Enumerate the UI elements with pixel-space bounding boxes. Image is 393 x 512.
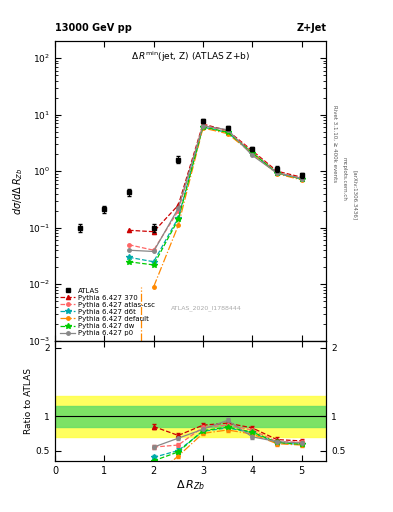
- Pythia 6.427 atlas-csc: [299, 175, 304, 181]
- Line: Pythia 6.427 370: Pythia 6.427 370: [127, 122, 304, 234]
- X-axis label: $\Delta\,R_{Zb}$: $\Delta\,R_{Zb}$: [176, 478, 205, 492]
- Pythia 6.427 d6t: [151, 259, 156, 265]
- Pythia 6.427 d6t: [225, 130, 230, 136]
- Pythia 6.427 default: [151, 284, 156, 290]
- Pythia 6.427 atlas-csc: [225, 129, 230, 135]
- Pythia 6.427 default: [250, 151, 255, 157]
- Legend: ATLAS, Pythia 6.427 370, Pythia 6.427 atlas-csc, Pythia 6.427 d6t, Pythia 6.427 : ATLAS, Pythia 6.427 370, Pythia 6.427 at…: [59, 286, 156, 337]
- Line: Pythia 6.427 d6t: Pythia 6.427 d6t: [126, 124, 304, 265]
- Line: Pythia 6.427 p0: Pythia 6.427 p0: [127, 124, 303, 253]
- Pythia 6.427 default: [225, 131, 230, 137]
- Pythia 6.427 dw: [299, 176, 304, 182]
- Pythia 6.427 370: [299, 174, 304, 180]
- Pythia 6.427 370: [151, 229, 156, 235]
- Pythia 6.427 d6t: [200, 124, 205, 130]
- Pythia 6.427 atlas-csc: [200, 122, 205, 128]
- Pythia 6.427 dw: [200, 123, 205, 130]
- Pythia 6.427 d6t: [176, 215, 181, 221]
- Pythia 6.427 atlas-csc: [176, 207, 181, 214]
- Pythia 6.427 p0: [127, 247, 131, 253]
- Pythia 6.427 d6t: [275, 170, 279, 176]
- Pythia 6.427 dw: [176, 217, 181, 223]
- Line: Pythia 6.427 default: Pythia 6.427 default: [152, 126, 303, 289]
- Text: ATLAS_2020_I1788444: ATLAS_2020_I1788444: [171, 305, 242, 311]
- Pythia 6.427 atlas-csc: [275, 169, 279, 176]
- Pythia 6.427 dw: [250, 150, 255, 156]
- Text: mcplots.cern.ch: mcplots.cern.ch: [342, 157, 347, 201]
- Pythia 6.427 p0: [200, 123, 205, 129]
- Pythia 6.427 dw: [127, 259, 131, 265]
- Pythia 6.427 p0: [250, 152, 255, 158]
- Line: Pythia 6.427 dw: Pythia 6.427 dw: [126, 124, 304, 268]
- Pythia 6.427 p0: [225, 126, 230, 133]
- Y-axis label: $d\sigma/d\Delta\,R_{Zb}$: $d\sigma/d\Delta\,R_{Zb}$: [11, 167, 25, 215]
- Pythia 6.427 dw: [275, 170, 279, 176]
- Pythia 6.427 default: [299, 177, 304, 183]
- Pythia 6.427 p0: [151, 248, 156, 254]
- Pythia 6.427 370: [200, 121, 205, 127]
- Text: [arXiv:1306.3436]: [arXiv:1306.3436]: [352, 169, 357, 220]
- Pythia 6.427 default: [275, 170, 279, 177]
- Text: Z+Jet: Z+Jet: [296, 23, 326, 33]
- Pythia 6.427 370: [127, 227, 131, 233]
- Y-axis label: Ratio to ATLAS: Ratio to ATLAS: [24, 368, 33, 434]
- Pythia 6.427 atlas-csc: [250, 148, 255, 155]
- Pythia 6.427 default: [200, 125, 205, 131]
- Pythia 6.427 atlas-csc: [127, 242, 131, 248]
- Text: $\Delta\,R^{\rm min}$(jet, Z) (ATLAS Z+b): $\Delta\,R^{\rm min}$(jet, Z) (ATLAS Z+b…: [131, 50, 250, 65]
- Pythia 6.427 default: [176, 222, 181, 228]
- Pythia 6.427 p0: [275, 170, 279, 176]
- Pythia 6.427 370: [275, 168, 279, 174]
- Pythia 6.427 370: [250, 147, 255, 154]
- Pythia 6.427 d6t: [299, 176, 304, 182]
- Text: 13000 GeV pp: 13000 GeV pp: [55, 23, 132, 33]
- Line: Pythia 6.427 atlas-csc: Pythia 6.427 atlas-csc: [127, 123, 303, 252]
- Pythia 6.427 d6t: [250, 150, 255, 156]
- Pythia 6.427 dw: [225, 129, 230, 135]
- Pythia 6.427 370: [176, 202, 181, 208]
- Pythia 6.427 p0: [299, 176, 304, 182]
- Pythia 6.427 atlas-csc: [151, 247, 156, 253]
- Pythia 6.427 p0: [176, 205, 181, 211]
- Pythia 6.427 d6t: [127, 254, 131, 261]
- Pythia 6.427 dw: [151, 262, 156, 268]
- Pythia 6.427 370: [225, 127, 230, 134]
- Text: Rivet 3.1.10, ≥ 400k events: Rivet 3.1.10, ≥ 400k events: [332, 105, 337, 182]
